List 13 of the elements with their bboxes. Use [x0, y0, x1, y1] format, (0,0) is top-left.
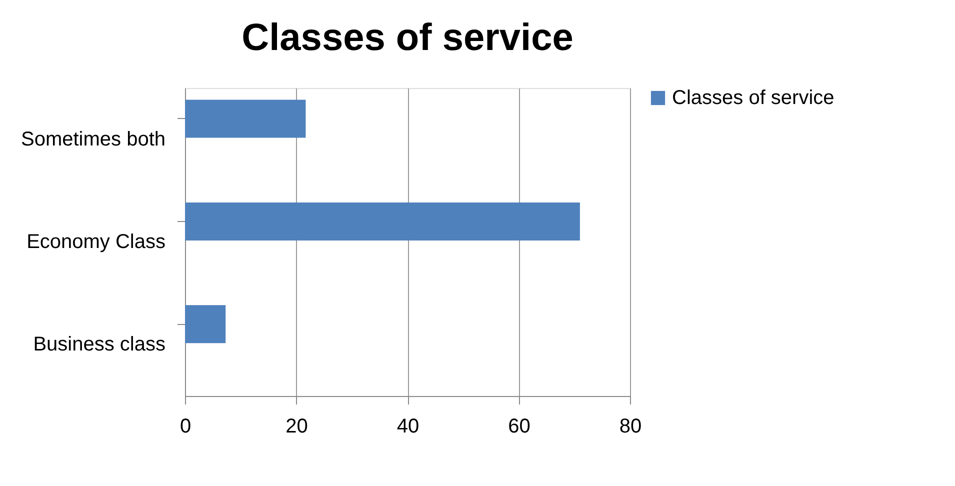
legend-label: Classes of service: [672, 87, 834, 109]
y-tick-label: Sometimes both: [20, 128, 166, 150]
bar: [185, 202, 580, 240]
bar: [185, 305, 226, 344]
x-tick-label: 0: [180, 416, 192, 438]
y-tick-label: Business class: [33, 334, 166, 356]
chart-title: Classes of service: [242, 17, 574, 59]
x-tick-label: 80: [619, 416, 642, 438]
x-tick-label: 60: [508, 416, 530, 438]
x-tick-label: 20: [286, 416, 308, 438]
x-tick-label: 40: [396, 416, 420, 438]
bar: [185, 100, 306, 138]
y-tick-label: Economy Class: [26, 231, 166, 253]
